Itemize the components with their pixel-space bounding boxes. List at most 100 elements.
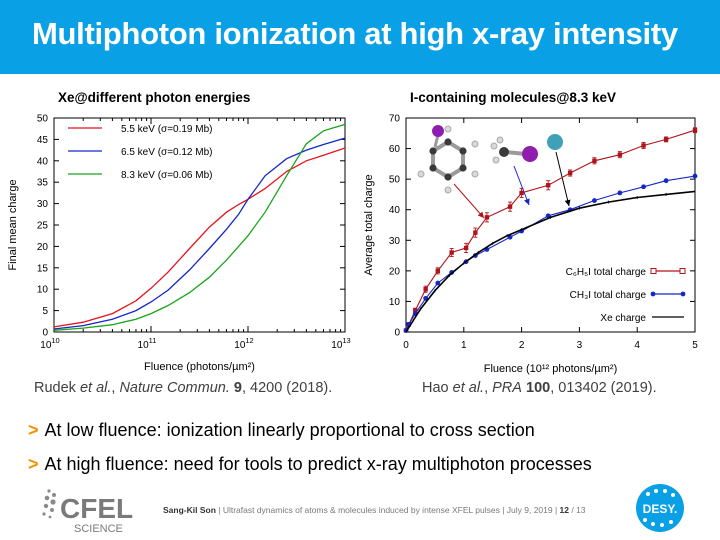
legend-label: 6.5 keV (σ=0.12 Mb) (121, 147, 213, 158)
data-point (435, 280, 441, 286)
series-line-0 (53, 147, 346, 328)
data-point (617, 152, 623, 157)
svg-text:SCIENCE: SCIENCE (74, 523, 123, 535)
series-line-1 (405, 175, 696, 331)
x-tick-label: 3 (577, 340, 583, 351)
data-point (449, 250, 454, 255)
y-tick-label: 50 (37, 114, 49, 125)
data-point (423, 287, 428, 292)
chart-xe-photon-energies: Xe@different photon energies 0 5 10 15 20 25 30… (7, 90, 351, 373)
chart-i-molecules: I-containing molecules@8.3 keV0102030405… (363, 90, 698, 375)
benzene-ring-icon (431, 139, 465, 180)
plot-frame (405, 117, 696, 333)
data-point (641, 143, 646, 148)
carbon-atom-icon (459, 164, 467, 172)
x-tick-label: 1 (461, 340, 467, 351)
hydrogen-atom-icon (444, 125, 452, 133)
y-tick-label: 30 (389, 236, 401, 247)
x-tick-label: 4 (634, 340, 640, 351)
hydrogen-atom-icon (496, 136, 504, 144)
hydrogen-atom-icon (471, 140, 479, 148)
data-point (545, 183, 551, 188)
y-tick-label: 35 (37, 178, 49, 189)
carbon-atom-icon (444, 173, 452, 181)
xenon-atom-icon (547, 134, 563, 150)
series-line-2 (53, 123, 346, 331)
y-tick-label: 10 (37, 285, 49, 296)
y-tick-label: 30 (37, 199, 49, 210)
data-point (463, 245, 469, 251)
y-tick-label: 50 (389, 175, 401, 186)
chart-title: I-containing molecules@8.3 keV (410, 90, 616, 105)
data-point (592, 198, 597, 203)
data-point (519, 190, 524, 196)
legend-marker (679, 268, 686, 274)
x-tick-label: 5 (692, 340, 698, 351)
hydrogen-atom-icon (444, 186, 452, 194)
svg-text:CFEL: CFEL (60, 493, 133, 524)
data-point (692, 128, 698, 133)
svg-text:DESY.: DESY. (643, 502, 678, 516)
hydrogen-atom-icon (490, 142, 498, 150)
data-point (592, 158, 597, 163)
carbon-atom-icon (459, 147, 467, 155)
data-point (423, 295, 429, 301)
arrow-c6h5i (453, 183, 485, 219)
hydrogen-atom-icon (471, 170, 479, 178)
x-tick-label: 1010 (40, 336, 59, 351)
y-tick-label: 40 (37, 156, 49, 167)
iodine-atom-icon (432, 125, 444, 137)
legend-label: C₆H₅I total charge (566, 267, 647, 278)
bullet-low-fluence: > At low fluence: ionization linearly pro… (28, 420, 535, 440)
iodine-atom-icon (522, 146, 538, 162)
hydrogen-atom-icon (417, 170, 425, 178)
legend-label: CH₃I total charge (570, 290, 647, 301)
series-line-2 (405, 190, 696, 333)
bullet-high-fluence: > At high fluence: need for tools to pred… (28, 454, 592, 474)
y-tick-label: 10 (389, 297, 401, 308)
data-point (692, 173, 698, 179)
x-axis-label: Fluence (10¹² photons/µm²) (484, 363, 618, 375)
y-tick-label: 20 (389, 266, 401, 277)
bond-line (433, 134, 440, 148)
cfel-logo: CFEL SCIENCE (42, 489, 133, 535)
legend-label: 8.3 keV (σ=0.06 Mb) (121, 170, 213, 181)
legend-marker (650, 291, 656, 297)
slide-title: Multiphoton ionization at high x-ray int… (32, 16, 678, 51)
y-tick-label: 0 (394, 328, 400, 339)
data-point (473, 230, 478, 235)
data-point (567, 170, 573, 176)
molecule-illustrations (417, 125, 563, 194)
data-point (641, 184, 646, 190)
x-tick-label: 1012 (234, 336, 253, 351)
y-tick-label: 0 (42, 328, 48, 339)
data-point (663, 178, 669, 184)
data-point (435, 268, 440, 274)
carbon-atom-icon (444, 138, 452, 146)
carbon-atom-icon (429, 147, 437, 155)
title-bar: Multiphoton ionization at high x-ray int… (0, 0, 720, 74)
x-axis-label: Fluence (photons/µm²) (144, 361, 255, 373)
legend-marker (650, 268, 657, 274)
series-line-0 (405, 129, 696, 331)
bullet-arrow-icon: > (28, 454, 39, 474)
y-tick-label: 40 (389, 205, 401, 216)
arrow-xe (555, 151, 571, 207)
y-tick-label: 15 (37, 263, 49, 274)
y-axis-label: Final mean charge (7, 179, 19, 270)
x-tick-label: 1013 (331, 336, 350, 351)
carbon-atom-icon (429, 164, 437, 172)
chart-title: Xe@different photon energies (58, 90, 250, 105)
data-point (663, 137, 669, 142)
x-tick-label: 1011 (138, 336, 157, 351)
y-tick-label: 20 (37, 242, 49, 253)
footer: Sang-Kil Son | Ultrafast dynamics of ato… (163, 505, 586, 515)
legend-label: 5.5 keV (σ=0.19 Mb) (121, 124, 213, 135)
y-tick-label: 25 (37, 221, 49, 232)
data-point (484, 215, 490, 220)
carbon-atom-icon (499, 147, 509, 157)
arrow-ch3i (513, 165, 530, 206)
data-point (413, 308, 418, 313)
x-tick-label: 0 (403, 340, 409, 351)
x-tick-label: 2 (519, 340, 525, 351)
